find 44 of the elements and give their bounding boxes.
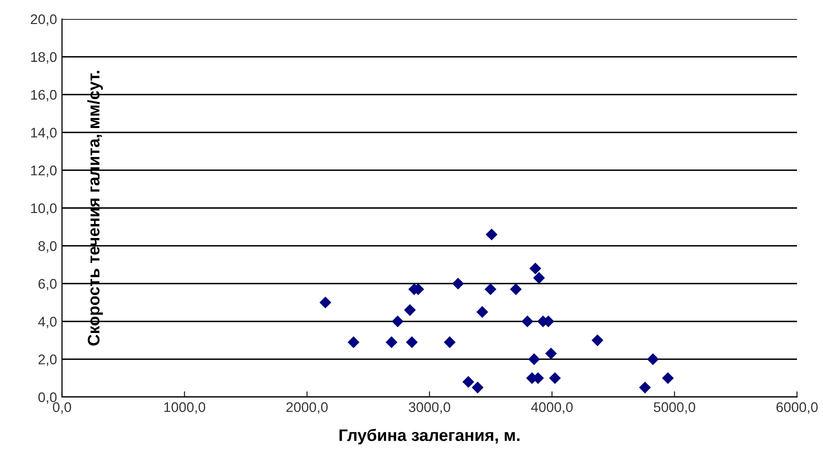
- point: [392, 316, 404, 328]
- point: [647, 354, 659, 365]
- point: [386, 336, 398, 348]
- point: [320, 296, 331, 308]
- x-tick-label: 1000,0: [164, 402, 206, 414]
- y-tick-label: 16,0: [31, 90, 57, 102]
- point: [444, 336, 456, 348]
- x-tick-label: 4000,0: [531, 402, 573, 414]
- point: [592, 334, 604, 346]
- point: [452, 278, 464, 290]
- point: [528, 354, 540, 365]
- point: [404, 304, 416, 316]
- y-tick-label: 2,0: [38, 354, 57, 366]
- point: [662, 372, 674, 384]
- point: [545, 348, 557, 360]
- y-tick-label: 0,0: [38, 392, 57, 404]
- point: [348, 336, 360, 348]
- y-tick-label: 18,0: [31, 52, 57, 64]
- point: [484, 284, 496, 295]
- y-tick-label: 20,0: [30, 14, 57, 26]
- point: [549, 372, 561, 384]
- point: [486, 228, 498, 240]
- y-tick-label: 10,0: [31, 203, 57, 215]
- y-axis-title: Скорость течения галита, мм/сут.: [87, 70, 103, 346]
- point: [533, 272, 545, 284]
- x-tick-label: 3000,0: [408, 402, 450, 414]
- point: [462, 376, 474, 388]
- y-tick-label: 6,0: [38, 278, 57, 290]
- y-tick-label: 14,0: [31, 128, 57, 140]
- point: [472, 382, 484, 394]
- x-tick-label: 0,0: [52, 402, 72, 414]
- point: [406, 336, 418, 348]
- point: [639, 382, 651, 394]
- point: [476, 306, 488, 318]
- point: [530, 262, 541, 274]
- x-tick-label: 6000,0: [776, 402, 818, 414]
- y-tick-label: 12,0: [31, 166, 57, 178]
- x-axis-title: Глубина залегания, м.: [340, 428, 520, 444]
- point: [510, 284, 522, 295]
- x-tick-label: 2000,0: [286, 402, 328, 414]
- y-tick-label: 4,0: [38, 316, 57, 328]
- x-tick-label: 5000,0: [654, 402, 696, 414]
- y-tick-label: 8,0: [38, 241, 57, 253]
- point: [522, 316, 533, 328]
